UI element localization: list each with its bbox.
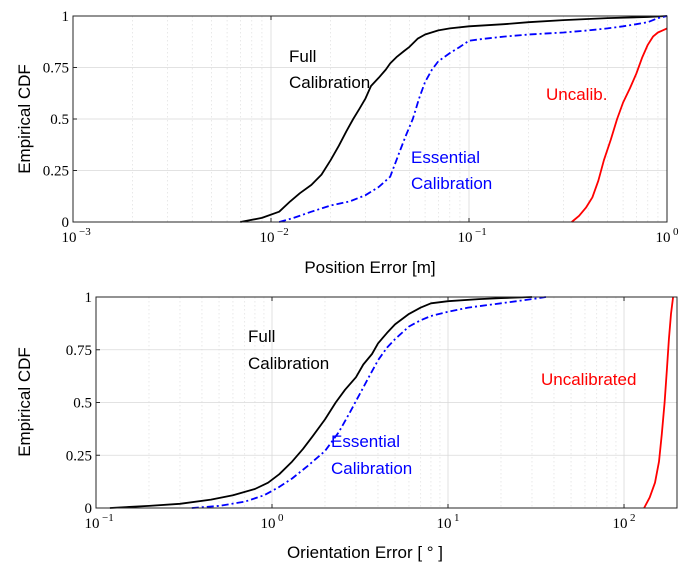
series-line-uncalibrated xyxy=(643,296,674,509)
x-tick-exponent: −1 xyxy=(102,512,114,524)
x-tick-exponent: −2 xyxy=(277,226,289,238)
y-axis-label: Empirical CDF xyxy=(15,347,34,457)
orientation-error-chart: 10 −1 10 0 10 1 10 200.250.50.751 Empirical CDF… xyxy=(15,290,678,562)
y-tick-label: 0.25 xyxy=(43,164,69,180)
y-axis-label: Empirical CDF xyxy=(15,64,34,174)
y-tick-label: 0.75 xyxy=(66,343,92,359)
y-tick-label: 0 xyxy=(62,215,70,231)
grid xyxy=(96,297,677,508)
x-tick-exponent: 2 xyxy=(630,512,636,524)
x-tick-label: 10 xyxy=(458,230,473,246)
annotation-full-calibration: Full Calibration xyxy=(248,327,329,373)
x-tick-label: 10 xyxy=(85,516,100,532)
y-tick-label: 0.5 xyxy=(73,396,92,412)
y-tick-label: 1 xyxy=(85,290,93,306)
series-group xyxy=(109,296,674,509)
x-tick-label: 10 xyxy=(656,230,671,246)
x-tick-exponent: 0 xyxy=(673,226,679,238)
x-tick-exponent: −1 xyxy=(475,226,487,238)
y-tick-label: 0 xyxy=(85,501,93,517)
x-tick-exponent: 1 xyxy=(454,512,460,524)
series-line-full xyxy=(109,296,533,509)
series-line-full xyxy=(240,15,668,223)
x-tick-exponent: −3 xyxy=(79,226,91,238)
annotation-uncalibrated: Uncalib. xyxy=(546,85,607,104)
x-axis-label: Orientation Error [ ° ] xyxy=(287,543,443,562)
x-tick-label: 10 xyxy=(437,516,452,532)
annotation-uncalibrated: Uncalibrated xyxy=(541,370,636,389)
tick-labels: 10 −1 10 0 10 1 10 200.250.50.751 xyxy=(66,290,636,532)
x-tick-label: 10 xyxy=(261,516,276,532)
y-tick-label: 0.5 xyxy=(50,112,69,128)
y-tick-label: 0.75 xyxy=(43,61,69,77)
series-line-uncalibrated xyxy=(571,27,668,223)
grid xyxy=(73,16,667,222)
y-tick-label: 1 xyxy=(62,9,70,25)
x-tick-exponent: 0 xyxy=(278,512,284,524)
annotation-essential-calibration: Essential Calibration xyxy=(331,432,412,478)
x-tick-label: 10 xyxy=(62,230,77,246)
series-group xyxy=(240,15,668,223)
annotation-full-calibration: Full Calibration xyxy=(289,47,370,92)
position-error-chart: 10 −3 10 −2 10 −1 10 000.250.50.751 Empirical C… xyxy=(15,9,679,277)
annotation-essential-calibration: Essential Calibration xyxy=(411,148,492,193)
tick-labels: 10 −3 10 −2 10 −1 10 000.250.50.751 xyxy=(43,9,679,246)
series-line-essential xyxy=(191,296,547,509)
x-tick-label: 10 xyxy=(613,516,628,532)
y-tick-label: 0.25 xyxy=(66,448,92,464)
x-tick-label: 10 xyxy=(260,230,275,246)
x-axis-label: Position Error [m] xyxy=(304,258,435,277)
